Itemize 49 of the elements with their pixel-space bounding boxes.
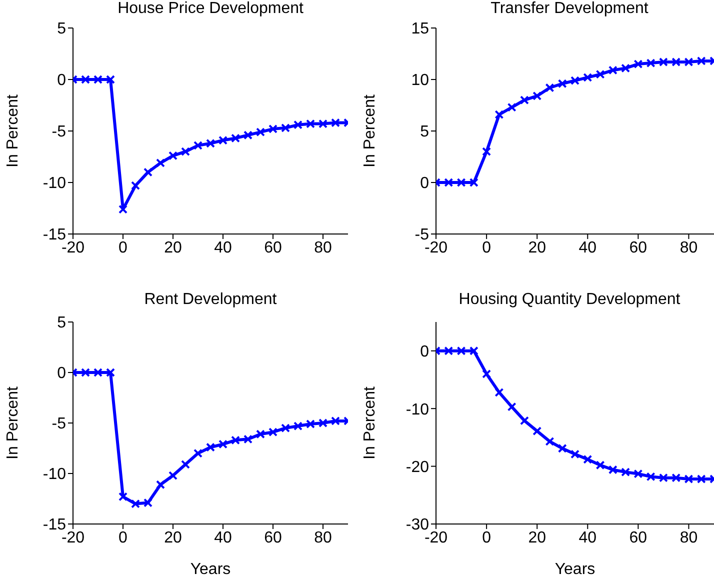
- chart-title: House Price Development: [116, 0, 304, 18]
- y-tick-label: -20: [406, 458, 430, 476]
- x-tick-label: 80: [314, 529, 332, 546]
- y-tick-label: 15: [411, 20, 430, 38]
- y-tick-label: -15: [42, 516, 66, 534]
- y-tick-label: -5: [52, 124, 66, 141]
- x-tick-label: 0: [118, 529, 128, 546]
- x-tick-label: 0: [482, 239, 492, 256]
- x-tick-label: 20: [164, 529, 182, 546]
- chart-title: Transfer Development: [490, 0, 650, 18]
- x-tick-label: 60: [629, 239, 648, 256]
- x-tick-label: 20: [528, 239, 546, 256]
- x-tick-label: 20: [528, 529, 546, 546]
- y-tick-label: -15: [42, 226, 66, 244]
- x-tick-label: 80: [680, 239, 698, 256]
- y-tick-label: 0: [420, 344, 430, 361]
- x-tick-label: 40: [214, 239, 232, 256]
- y-tick-label: -10: [42, 466, 66, 484]
- y-tick-label: 5: [57, 20, 66, 38]
- y-tick-label: 0: [57, 72, 66, 90]
- y-tick-label: -10: [42, 175, 66, 192]
- y-tick-label: -5: [414, 226, 430, 244]
- x-axis-title: Years: [554, 561, 596, 578]
- x-tick-label: 80: [680, 529, 698, 546]
- y-axis-title: In Percent: [4, 386, 22, 460]
- x-tick-label: 20: [164, 239, 182, 256]
- x-tick-label: 40: [214, 529, 232, 546]
- y-axis-title: In Percent: [4, 94, 22, 168]
- x-tick-label: 60: [264, 529, 282, 546]
- y-tick-label: 5: [57, 314, 66, 332]
- y-tick-label: 0: [57, 365, 66, 382]
- y-tick-label: 10: [411, 72, 430, 90]
- y-tick-label: -10: [406, 401, 430, 418]
- y-axis-title: In Percent: [362, 94, 379, 168]
- x-tick-label: 0: [482, 529, 492, 546]
- chart-title: Rent Development: [143, 291, 278, 309]
- y-axis-title: In Percent: [362, 386, 379, 460]
- x-tick-label: 60: [629, 529, 648, 546]
- y-tick-label: 5: [420, 124, 430, 141]
- x-tick-label: 40: [578, 239, 597, 256]
- x-tick-label: 80: [314, 239, 332, 256]
- y-tick-label: -30: [406, 516, 430, 534]
- x-tick-label: 0: [118, 239, 128, 256]
- chart-title: Housing Quantity Development: [458, 291, 682, 309]
- x-tick-label: 40: [578, 529, 597, 546]
- x-axis-title: Years: [190, 561, 231, 578]
- y-tick-label: -5: [52, 416, 66, 433]
- x-tick-label: 60: [264, 239, 282, 256]
- y-tick-label: 0: [420, 175, 430, 192]
